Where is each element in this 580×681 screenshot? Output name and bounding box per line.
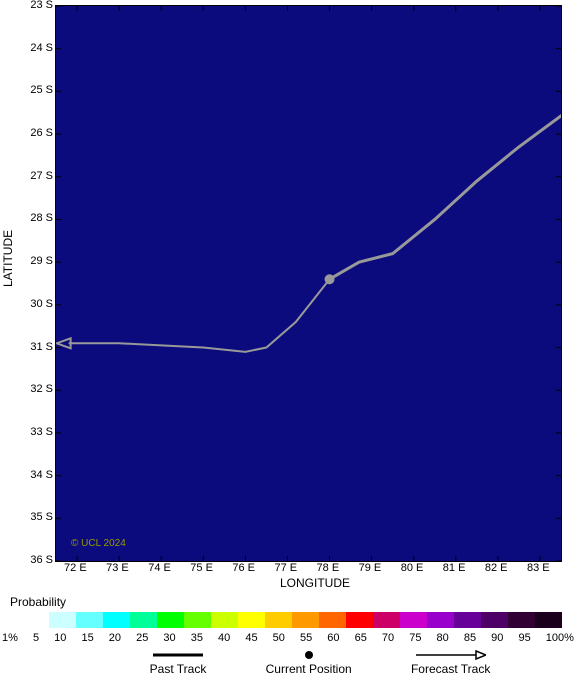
x-tick-label: 77 E [274,562,297,574]
legend-past-track: Past Track [150,650,207,676]
colorbar-tick-label: 5 [33,632,39,644]
y-tick-label: 30 S [30,298,53,310]
colorbar-segment [157,612,184,628]
colorbar-tick-label: 30 [163,632,175,644]
x-tick-label: 75 E [190,562,213,574]
legend-forecast-track: Forecast Track [411,650,490,676]
colorbar-tick-label: 60 [327,632,339,644]
colorbar-segment [211,612,238,628]
x-tick-label: 73 E [106,562,129,574]
colorbar-segment [373,612,400,628]
colorbar-tick-label: 65 [355,632,367,644]
y-tick-label: 23 S [30,0,53,11]
colorbar-tick-label: 20 [109,632,121,644]
colorbar-segment [535,612,562,628]
colorbar-tick-label: 45 [245,632,257,644]
current-position-marker [325,274,335,284]
colorbar-tick-label: 100% [546,632,574,644]
storm-track-chart: © UCL 2024 23 S 24 S 25 S 26 S 27 S 28 S 29 S 3… [0,0,580,681]
y-axis-title: LATITUDE [1,230,15,287]
legend: Past Track Current Position Forecast Tra… [120,650,520,676]
legend-current-position: Current Position [266,650,352,676]
colorbar-tick-label: 50 [273,632,285,644]
colorbar-tick-label: 15 [81,632,93,644]
colorbar-segment [319,612,346,628]
colorbar-tick-label: 1% [2,632,18,644]
x-tick-label: 80 E [401,562,424,574]
x-tick-label: 82 E [485,562,508,574]
plot-area: © UCL 2024 [55,5,562,562]
colorbar-segment [22,612,49,628]
colorbar-segment [49,612,76,628]
colorbar-tick-label: 10 [54,632,66,644]
credit: © UCL 2024 [71,538,126,549]
y-tick-label: 29 S [30,255,53,267]
x-tick-label: 74 E [148,562,171,574]
colorbar-segment [400,612,427,628]
colorbar-segment [346,612,373,628]
colorbar-segment [427,612,454,628]
y-tick-label: 24 S [30,42,53,54]
colorbar-segment [130,612,157,628]
x-tick-label: 78 E [317,562,340,574]
y-tick-label: 36 S [30,554,53,566]
y-tick-label: 31 S [30,341,53,353]
colorbar-segment [184,612,211,628]
colorbar-segment [76,612,103,628]
x-tick-label: 81 E [443,562,466,574]
y-tick-label: 28 S [30,212,53,224]
colorbar-tick-label: 35 [191,632,203,644]
legend-past-track-label: Past Track [150,662,207,676]
colorbar-tick-label: 95 [518,632,530,644]
y-tick-label: 27 S [30,170,53,182]
legend-forecast-track-label: Forecast Track [411,662,490,676]
y-tick-label: 26 S [30,127,53,139]
colorbar-tick-label: 80 [437,632,449,644]
colorbar-segment [292,612,319,628]
colorbar-tick-label: 75 [409,632,421,644]
colorbar-tick-label: 90 [491,632,503,644]
x-tick-label: 83 E [527,562,550,574]
colorbar-segment [481,612,508,628]
colorbar-tick-label: 55 [300,632,312,644]
colorbar-segment [103,612,130,628]
probability-label: Probability [10,595,66,609]
x-axis-title: LONGITUDE [280,576,350,590]
x-tick-label: 79 E [359,562,382,574]
y-tick-label: 34 S [30,469,53,481]
colorbar-segment [265,612,292,628]
colorbar-segment [508,612,535,628]
y-tick-label: 35 S [30,511,53,523]
colorbar-tick-label: 25 [136,632,148,644]
y-tick-label: 33 S [30,426,53,438]
x-tick-label: 72 E [64,562,87,574]
colorbar-ticks: 1% 5 10 15 20 25 30 35 40 45 50 55 60 65 70 75 80 85 90 95 1… [2,632,574,644]
y-tick-label: 32 S [30,383,53,395]
y-tick-label: 25 S [30,84,53,96]
colorbar-segment [454,612,481,628]
colorbar-tick-label: 85 [464,632,476,644]
legend-current-position-label: Current Position [266,662,352,676]
colorbar-tick-label: 70 [382,632,394,644]
colorbar-segment [238,612,265,628]
x-tick-label: 76 E [232,562,255,574]
colorbar-tick-label: 40 [218,632,230,644]
probability-colorbar [22,612,562,628]
